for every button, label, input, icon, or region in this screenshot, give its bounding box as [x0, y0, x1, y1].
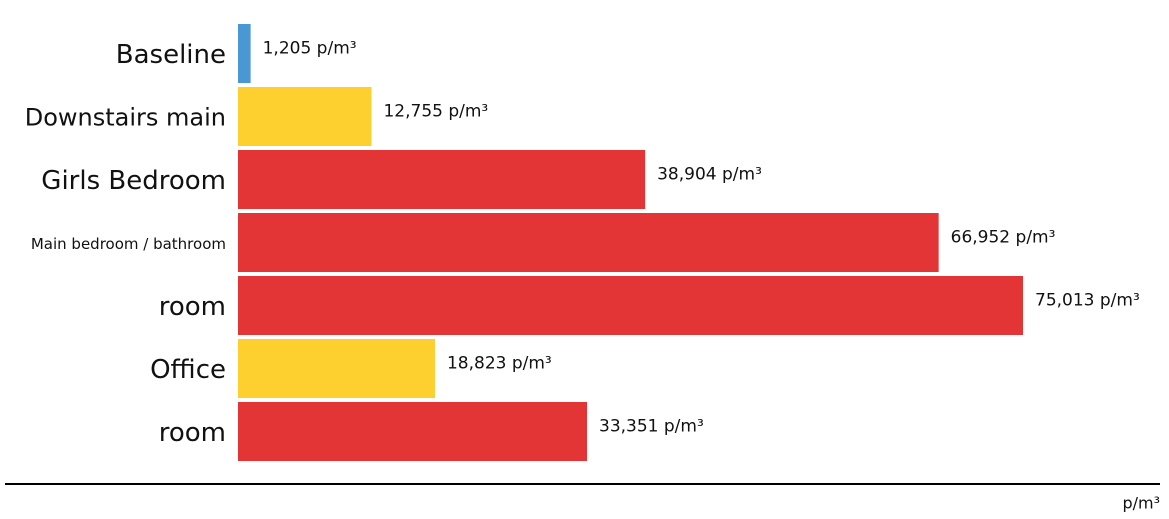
category-label: room — [159, 418, 226, 448]
category-label: room — [159, 292, 226, 322]
bar — [238, 402, 588, 461]
value-label: 75,013 p/m³ — [1035, 291, 1140, 311]
value-label: 18,823 p/m³ — [447, 354, 552, 374]
bar — [238, 276, 1023, 335]
category-label: Downstairs main — [25, 104, 226, 132]
category-label: Office — [150, 355, 226, 385]
value-label: 1,205 p/m³ — [263, 39, 357, 59]
bar — [238, 24, 251, 83]
category-label: Baseline — [116, 40, 226, 70]
value-label: 12,755 p/m³ — [383, 102, 488, 122]
bar — [238, 213, 939, 272]
value-label: 38,904 p/m³ — [657, 165, 762, 185]
category-label: Girls Bedroom — [41, 166, 226, 196]
value-label: 33,351 p/m³ — [599, 417, 704, 437]
value-label: 66,952 p/m³ — [951, 228, 1056, 248]
bar — [238, 339, 435, 398]
bar — [238, 87, 372, 146]
x-axis-label: p/m³ — [1122, 494, 1160, 513]
category-label: Main bedroom / bathroom — [31, 235, 226, 253]
bar — [238, 150, 646, 209]
